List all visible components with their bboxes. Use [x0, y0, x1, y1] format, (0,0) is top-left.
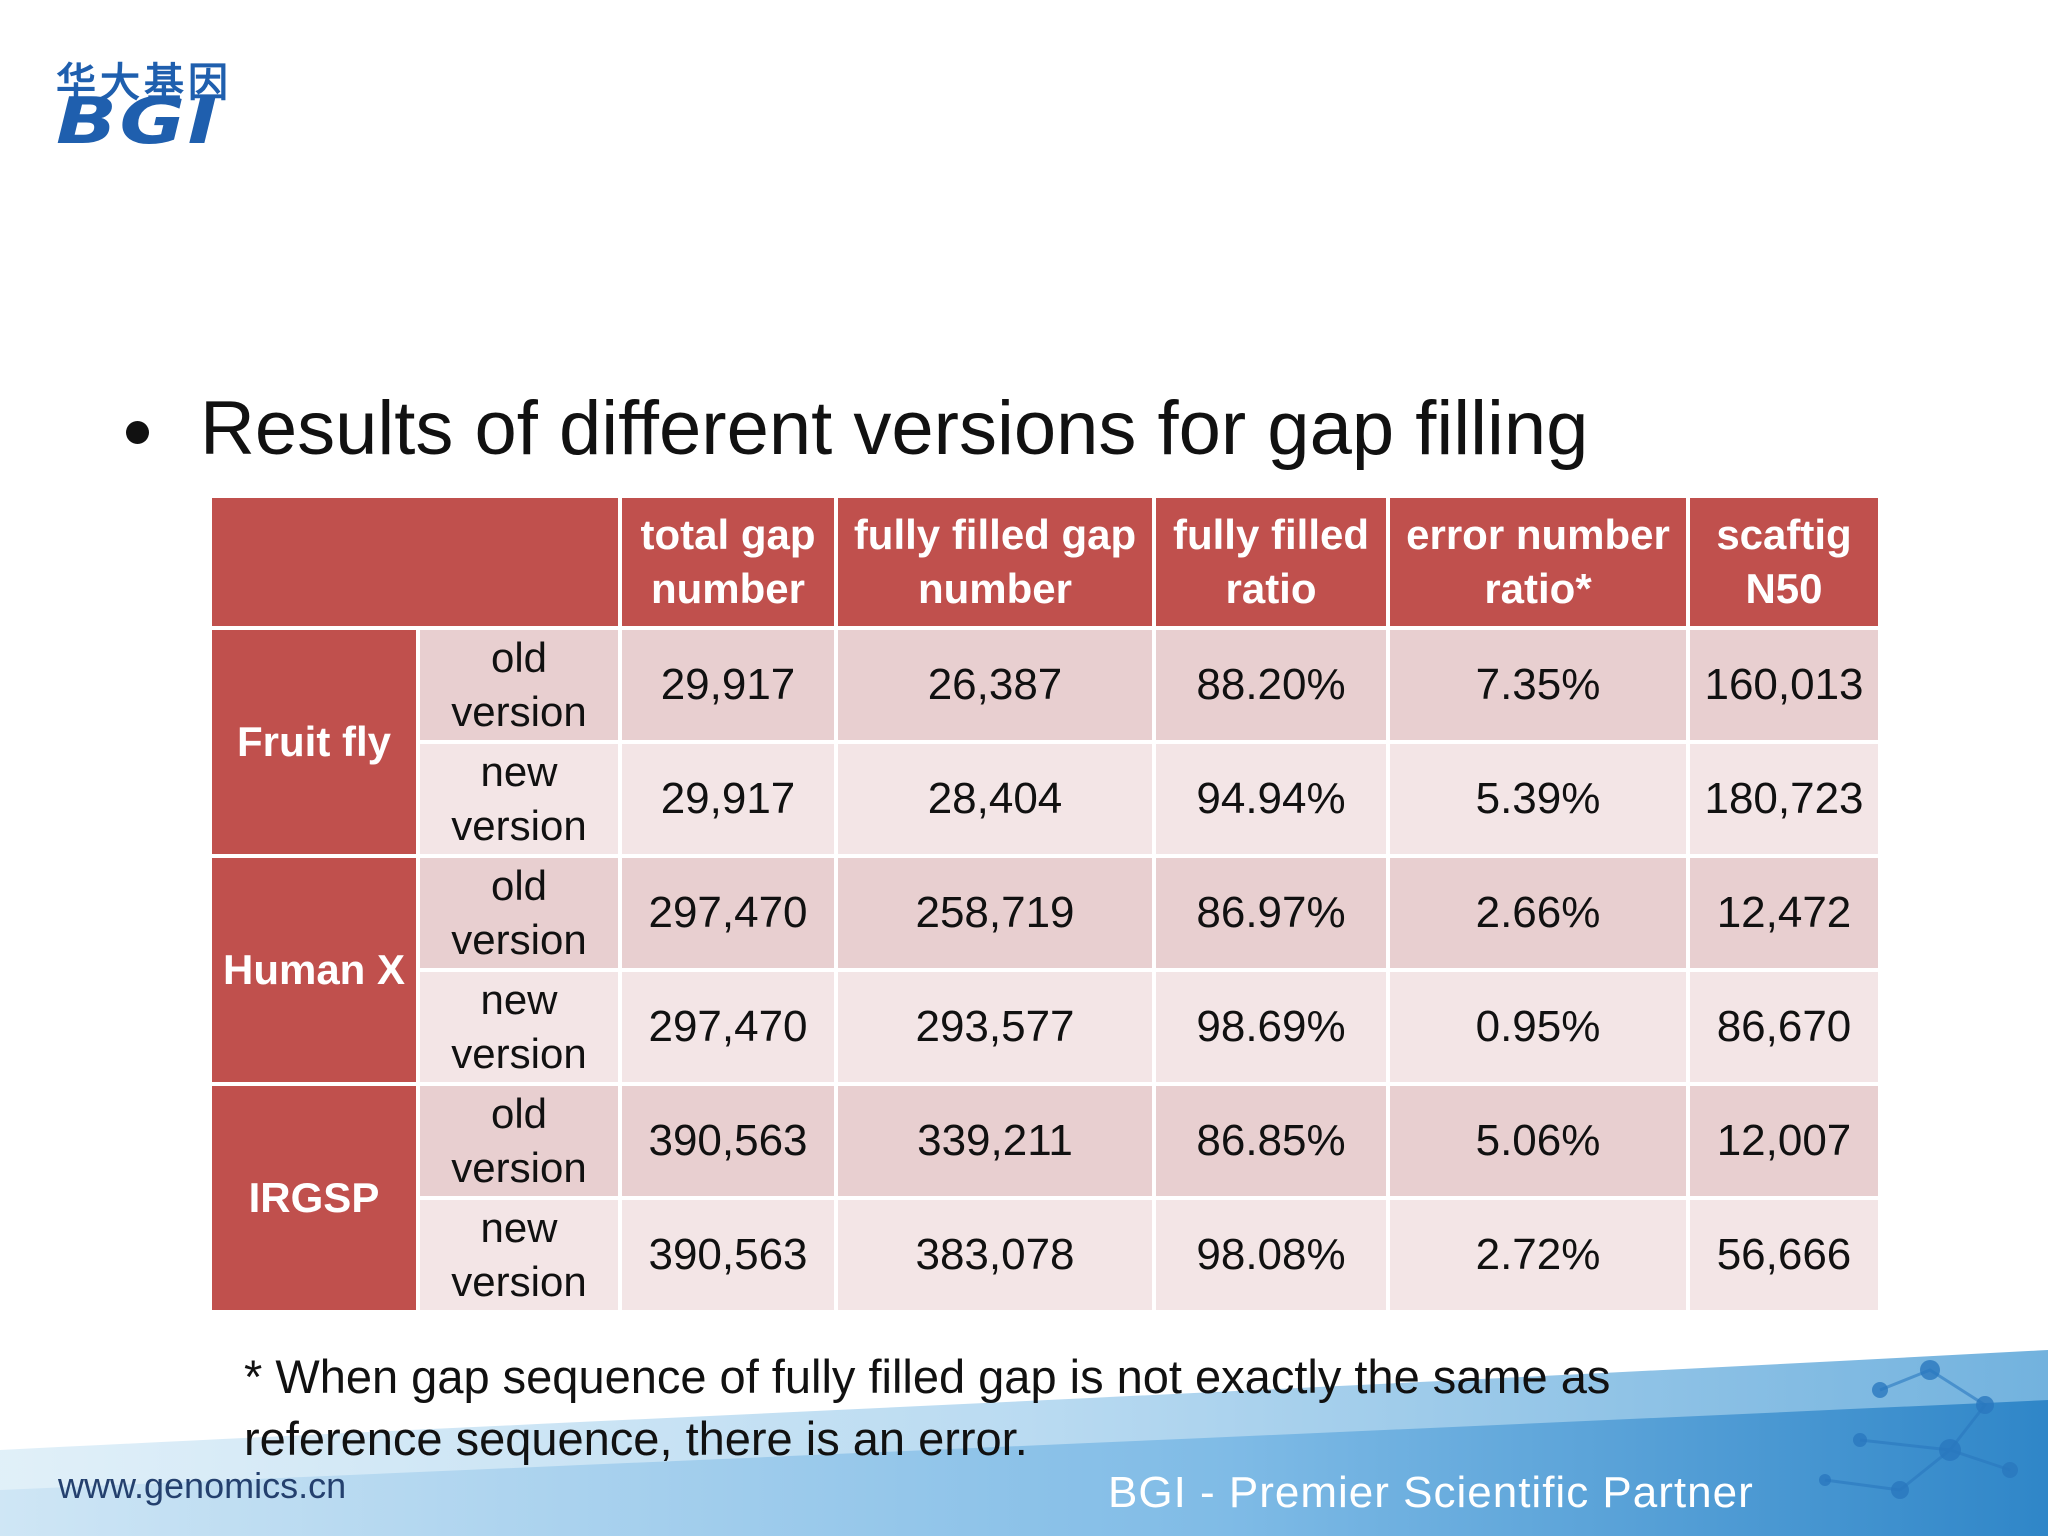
value-cell: 86,670	[1686, 968, 1882, 1086]
footer-wave-graphic	[0, 1350, 2048, 1536]
value-cell: 98.08%	[1152, 1196, 1390, 1314]
value-cell: 12,472	[1686, 854, 1882, 972]
table-row: new version 297,470 293,577 98.69% 0.95%…	[210, 968, 1882, 1086]
group-label: Human X	[208, 854, 420, 1086]
header-cell: total gap number	[618, 494, 838, 630]
value-cell: 86.85%	[1152, 1082, 1390, 1200]
table-row: new version 390,563 383,078 98.08% 2.72%…	[210, 1196, 1882, 1314]
value-cell: 7.35%	[1386, 626, 1690, 744]
value-cell: 0.95%	[1386, 968, 1690, 1086]
slide-heading: Results of different versions for gap fi…	[200, 386, 1589, 471]
footnote-text: * When gap sequence of fully filled gap …	[244, 1350, 1611, 1465]
table-header-row: total gap number fully filled gap number…	[208, 494, 1882, 630]
bullet-icon	[126, 421, 149, 444]
value-cell: 5.39%	[1386, 740, 1690, 858]
value-cell: 29,917	[618, 740, 838, 858]
version-cell: new version	[416, 1196, 622, 1314]
value-cell: 339,211	[834, 1082, 1156, 1200]
logo-chinese-text: 华大基因	[56, 60, 232, 106]
value-cell: 390,563	[618, 1196, 838, 1314]
value-cell: 390,563	[618, 1082, 838, 1200]
version-cell: new version	[416, 968, 622, 1086]
table-row: Human X old version 297,470 258,719 86.9…	[208, 854, 1882, 1086]
version-cell: new version	[416, 740, 622, 858]
value-cell: 5.06%	[1386, 1082, 1690, 1200]
value-cell: 12,007	[1686, 1082, 1882, 1200]
value-cell: 98.69%	[1152, 968, 1390, 1086]
value-cell: 258,719	[834, 854, 1156, 972]
version-cell: old version	[416, 1082, 622, 1200]
version-cell: old version	[416, 854, 622, 972]
value-cell: 29,917	[618, 626, 838, 744]
header-cell: fully filled gap number	[834, 494, 1156, 630]
value-cell: 293,577	[834, 968, 1156, 1086]
header-cell: scaftig N50	[1686, 494, 1882, 630]
value-cell: 383,078	[834, 1196, 1156, 1314]
group-label: IRGSP	[208, 1082, 420, 1314]
value-cell: 88.20%	[1152, 626, 1390, 744]
website-link[interactable]: www.genomics.cn	[58, 1465, 347, 1506]
value-cell: 26,387	[834, 626, 1156, 744]
table-row: new version 29,917 28,404 94.94% 5.39% 1…	[210, 740, 1882, 858]
value-cell: 2.66%	[1386, 854, 1690, 972]
value-cell: 56,666	[1686, 1196, 1882, 1314]
value-cell: 160,013	[1686, 626, 1882, 744]
bgi-logo: 华大基因 BGI	[56, 50, 276, 154]
header-corner	[208, 494, 622, 630]
value-cell: 86.97%	[1152, 854, 1390, 972]
logo-english-text: BGI	[56, 85, 220, 159]
version-cell: old version	[416, 626, 622, 744]
value-cell: 94.94%	[1152, 740, 1390, 858]
results-table: total gap number fully filled gap number…	[208, 494, 1882, 1314]
value-cell: 180,723	[1686, 740, 1882, 858]
value-cell: 297,470	[618, 854, 838, 972]
footer-tagline: BGI - Premier Scientific Partner	[1108, 1468, 1754, 1517]
header-cell: error number ratio*	[1386, 494, 1690, 630]
header-cell: fully filled ratio	[1152, 494, 1390, 630]
table-row: IRGSP old version 390,563 339,211 86.85%…	[208, 1082, 1882, 1314]
value-cell: 297,470	[618, 968, 838, 1086]
table-row: Fruit fly old version 29,917 26,387 88.2…	[208, 626, 1882, 858]
value-cell: 28,404	[834, 740, 1156, 858]
value-cell: 2.72%	[1386, 1196, 1690, 1314]
group-label: Fruit fly	[208, 626, 420, 858]
